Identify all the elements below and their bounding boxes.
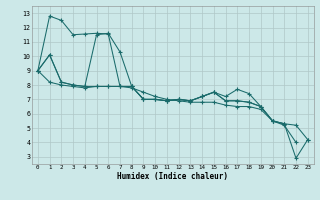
X-axis label: Humidex (Indice chaleur): Humidex (Indice chaleur) bbox=[117, 172, 228, 181]
